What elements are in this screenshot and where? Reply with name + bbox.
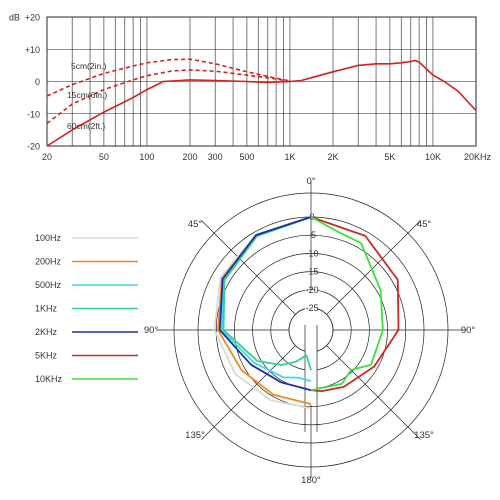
- y-tick-label: -10: [27, 109, 40, 119]
- polar-angle-label: 90°: [461, 325, 476, 336]
- x-tick-label: 200: [182, 152, 197, 162]
- legend-label: 1KHz: [35, 304, 58, 314]
- polar-angle-label: 0°: [306, 176, 315, 187]
- x-tick-label: 20KHz: [464, 152, 492, 162]
- y-tick-label: +10: [25, 45, 40, 55]
- polar-angle-label: 135°: [185, 430, 205, 441]
- legend-label: 500Hz: [35, 280, 62, 290]
- y-unit-label: dB: [9, 13, 20, 23]
- freq-series-0: [46, 58, 291, 97]
- polar-series-500hz: [220, 216, 312, 382]
- legend-label: 2KHz: [35, 327, 58, 337]
- polar-angle-label: 180°: [301, 475, 321, 486]
- freq-series-2: [46, 59, 477, 147]
- freq-annotation: 15cm(6in.): [67, 90, 107, 100]
- polar-r-tick-label: -10: [305, 248, 318, 258]
- y-tick-label: -20: [27, 142, 40, 152]
- x-tick-label: 50: [99, 152, 109, 162]
- x-tick-label: 5K: [384, 152, 395, 162]
- polar-r-tick-label: -15: [305, 267, 318, 277]
- polar-center-gap: [305, 290, 317, 405]
- polar-angle-label: 90°: [144, 325, 159, 336]
- polar-angle-label: 45°: [417, 219, 432, 230]
- freq-annotation: 60cm(2ft.): [67, 121, 105, 131]
- x-tick-label: 500: [239, 152, 254, 162]
- polar-ring: [234, 253, 388, 407]
- polar-spoke: [326, 345, 421, 440]
- x-tick-label: 10K: [425, 152, 441, 162]
- y-tick-label: +20: [25, 13, 40, 23]
- freq-annotation: 5cm(2in.): [71, 61, 107, 71]
- polar-angle-label: 135°: [414, 430, 434, 441]
- polar-spoke: [201, 345, 296, 440]
- legend-label: 200Hz: [35, 257, 62, 267]
- legend-label: 10KHz: [35, 374, 63, 384]
- legend-label: 5KHz: [35, 351, 58, 361]
- x-tick-label: 1K: [284, 152, 295, 162]
- x-tick-label: 20: [42, 152, 52, 162]
- polar-series-5khz: [310, 216, 400, 392]
- polar-r-tick-label: -20: [305, 285, 318, 295]
- polar-r-tick-label: -25: [305, 303, 318, 313]
- x-tick-label: 100: [139, 152, 154, 162]
- polar-series-2khz: [218, 216, 312, 392]
- polar-series-100hz: [213, 216, 312, 410]
- x-tick-label: 300: [208, 152, 223, 162]
- y-tick-label: 0: [35, 77, 40, 87]
- polar-ring: [173, 192, 449, 468]
- polar-spoke: [326, 220, 421, 315]
- polar-angle-label: 45°: [188, 219, 203, 230]
- freq-plot-frame: [46, 16, 477, 147]
- polar-series-10khz: [310, 216, 384, 392]
- polar-series-1khz: [222, 216, 312, 371]
- polar-r-tick-label: -5: [308, 230, 316, 240]
- legend-label: 100Hz: [35, 233, 62, 243]
- polar-ring: [215, 234, 407, 426]
- polar-spoke: [201, 220, 296, 315]
- x-tick-label: 2K: [327, 152, 338, 162]
